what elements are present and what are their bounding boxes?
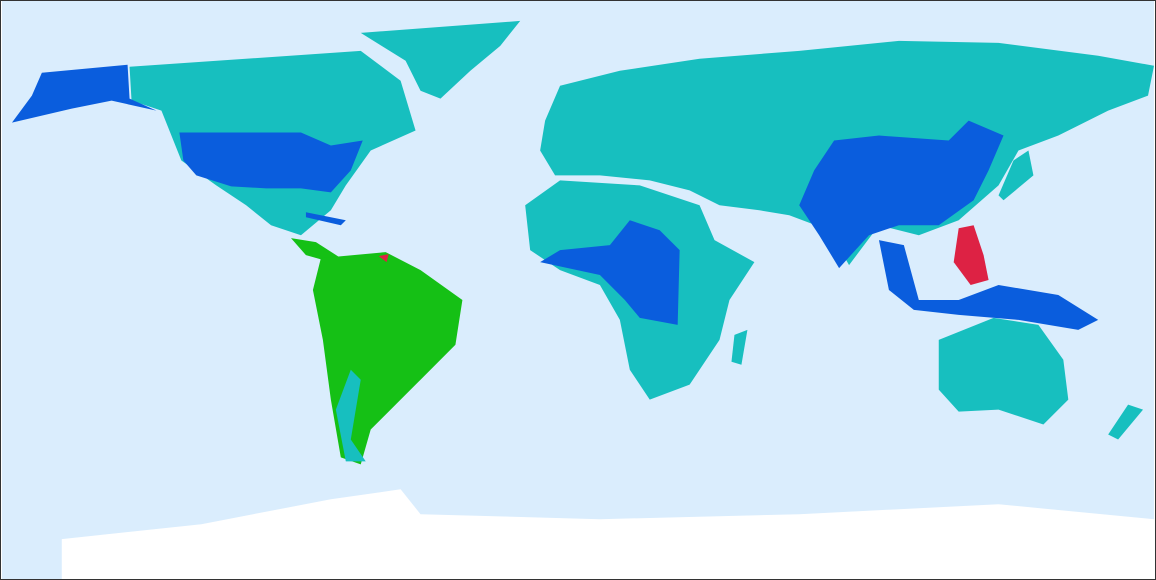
region-central-africa[interactable]	[540, 220, 680, 325]
region-central-america[interactable]	[290, 238, 341, 263]
region-madagascar[interactable]	[731, 329, 748, 365]
region-china-india[interactable]	[799, 120, 1004, 269]
region-australia[interactable]	[938, 317, 1069, 425]
region-new-zealand[interactable]	[1108, 404, 1144, 440]
region-guyana[interactable]	[378, 254, 389, 263]
region-greenland[interactable]	[360, 20, 521, 99]
region-usa[interactable]	[179, 132, 363, 193]
region-south-america-teal[interactable]	[335, 369, 366, 462]
region-philippines[interactable]	[953, 225, 989, 286]
region-southeast-asia[interactable]	[878, 240, 1099, 330]
region-japan[interactable]	[998, 150, 1034, 201]
region-alaska[interactable]	[11, 64, 157, 123]
region-caribbean[interactable]	[305, 212, 346, 226]
region-antarctica	[61, 489, 1155, 579]
